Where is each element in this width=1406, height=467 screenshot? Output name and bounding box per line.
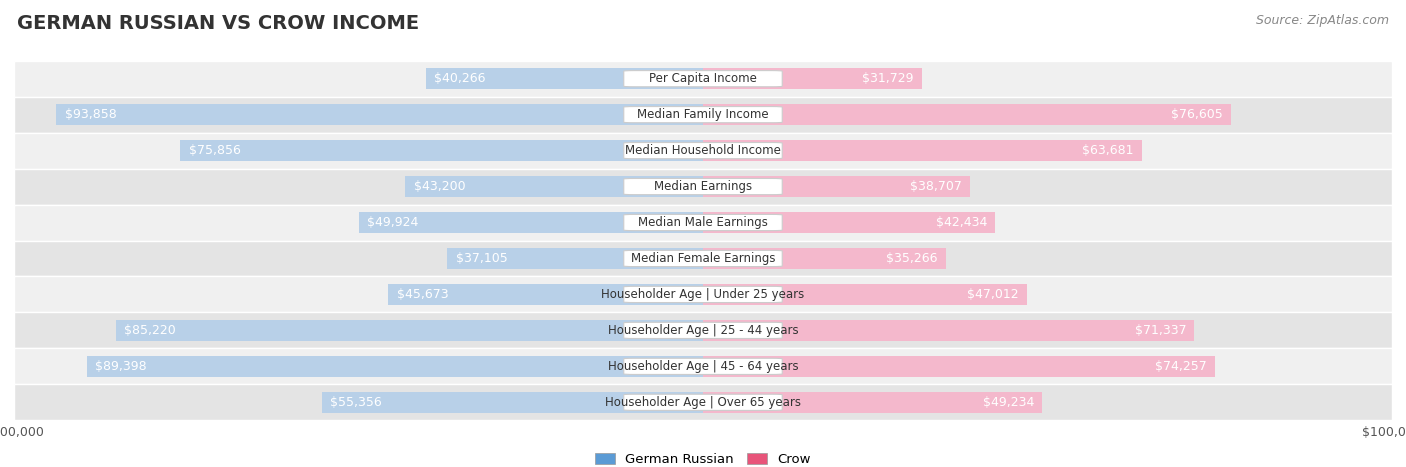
- Text: $85,220: $85,220: [124, 324, 176, 337]
- Text: $75,856: $75,856: [188, 144, 240, 157]
- Text: $55,356: $55,356: [330, 396, 381, 409]
- Text: $71,337: $71,337: [1135, 324, 1187, 337]
- Bar: [115, 319, 703, 341]
- Text: $42,434: $42,434: [936, 216, 987, 229]
- FancyBboxPatch shape: [624, 142, 782, 159]
- Text: $45,673: $45,673: [396, 288, 449, 301]
- FancyBboxPatch shape: [624, 106, 782, 123]
- Text: $93,858: $93,858: [65, 108, 117, 121]
- Bar: [405, 176, 703, 198]
- Bar: [87, 355, 703, 377]
- Bar: [14, 97, 1392, 133]
- Bar: [703, 140, 1142, 162]
- Bar: [14, 61, 1392, 97]
- FancyBboxPatch shape: [624, 322, 782, 339]
- FancyBboxPatch shape: [624, 250, 782, 267]
- Bar: [322, 391, 703, 413]
- Bar: [14, 384, 1392, 420]
- Bar: [14, 133, 1392, 169]
- Text: $49,234: $49,234: [983, 396, 1033, 409]
- Text: Householder Age | 45 - 64 years: Householder Age | 45 - 64 years: [607, 360, 799, 373]
- Bar: [14, 348, 1392, 384]
- Bar: [703, 212, 995, 234]
- Text: $47,012: $47,012: [967, 288, 1018, 301]
- Text: $43,200: $43,200: [413, 180, 465, 193]
- Bar: [388, 283, 703, 305]
- FancyBboxPatch shape: [624, 71, 782, 87]
- Bar: [14, 205, 1392, 241]
- Text: Source: ZipAtlas.com: Source: ZipAtlas.com: [1256, 14, 1389, 27]
- Bar: [703, 68, 921, 90]
- Text: $49,924: $49,924: [367, 216, 419, 229]
- Bar: [703, 248, 946, 269]
- Text: Median Household Income: Median Household Income: [626, 144, 780, 157]
- Text: Householder Age | Over 65 years: Householder Age | Over 65 years: [605, 396, 801, 409]
- Legend: German Russian, Crow: German Russian, Crow: [589, 447, 817, 467]
- Text: $37,105: $37,105: [456, 252, 508, 265]
- Text: GERMAN RUSSIAN VS CROW INCOME: GERMAN RUSSIAN VS CROW INCOME: [17, 14, 419, 33]
- FancyBboxPatch shape: [624, 286, 782, 303]
- Bar: [426, 68, 703, 90]
- Text: $74,257: $74,257: [1154, 360, 1206, 373]
- FancyBboxPatch shape: [624, 178, 782, 195]
- Bar: [703, 176, 970, 198]
- Bar: [703, 283, 1026, 305]
- Text: $40,266: $40,266: [434, 72, 485, 85]
- Bar: [56, 104, 703, 126]
- Bar: [180, 140, 703, 162]
- Bar: [14, 276, 1392, 312]
- Text: Householder Age | 25 - 44 years: Householder Age | 25 - 44 years: [607, 324, 799, 337]
- Text: $38,707: $38,707: [910, 180, 962, 193]
- Text: Median Earnings: Median Earnings: [654, 180, 752, 193]
- Bar: [703, 104, 1230, 126]
- FancyBboxPatch shape: [624, 214, 782, 231]
- Bar: [359, 212, 703, 234]
- Bar: [703, 355, 1215, 377]
- FancyBboxPatch shape: [624, 358, 782, 375]
- FancyBboxPatch shape: [624, 394, 782, 410]
- Bar: [14, 312, 1392, 348]
- Text: $76,605: $76,605: [1171, 108, 1222, 121]
- Bar: [14, 169, 1392, 205]
- Text: $89,398: $89,398: [96, 360, 148, 373]
- Bar: [14, 241, 1392, 276]
- Text: Median Male Earnings: Median Male Earnings: [638, 216, 768, 229]
- Text: $31,729: $31,729: [862, 72, 914, 85]
- Bar: [703, 319, 1195, 341]
- Bar: [447, 248, 703, 269]
- Text: $35,266: $35,266: [886, 252, 938, 265]
- Text: Per Capita Income: Per Capita Income: [650, 72, 756, 85]
- Text: $63,681: $63,681: [1083, 144, 1133, 157]
- Bar: [703, 391, 1042, 413]
- Text: Householder Age | Under 25 years: Householder Age | Under 25 years: [602, 288, 804, 301]
- Text: Median Family Income: Median Family Income: [637, 108, 769, 121]
- Text: Median Female Earnings: Median Female Earnings: [631, 252, 775, 265]
